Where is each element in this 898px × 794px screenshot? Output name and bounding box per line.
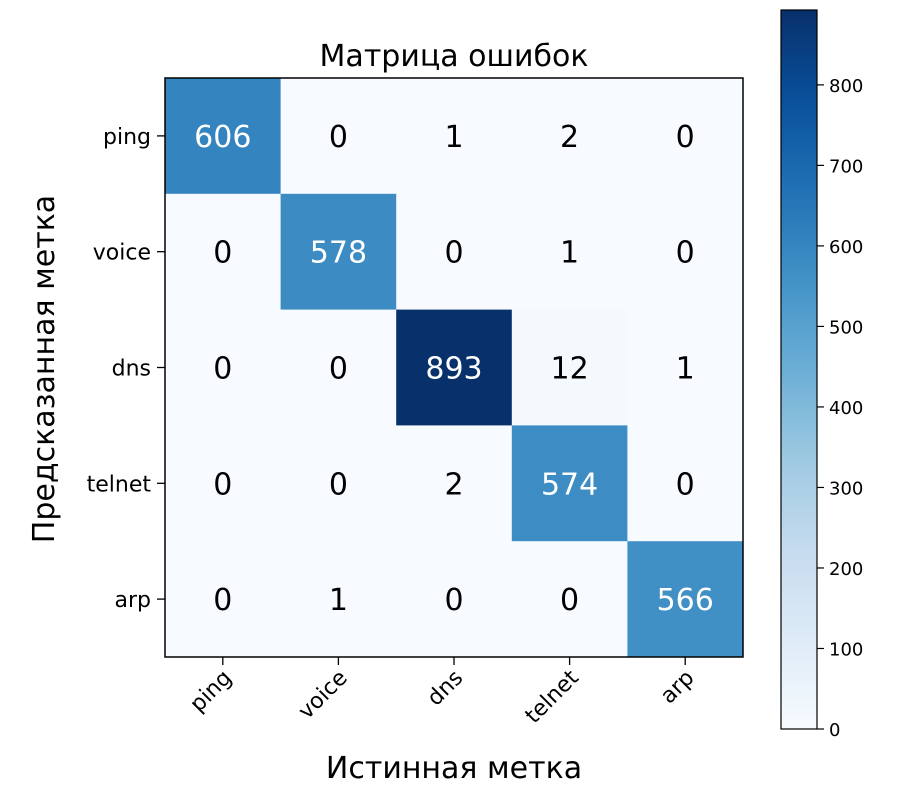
colorbar-tick-label: 0 (829, 720, 840, 741)
cell-value-label: 578 (310, 236, 367, 271)
cell-value-label: 0 (329, 467, 348, 502)
y-axis-ticks: ping voice dns telnet arp (87, 125, 165, 613)
heatmap-cell (165, 541, 282, 658)
heatmap-cell-labels: 606 0 1 2 00 578 0 1 00 0 893 12 10 0 2 574 00 1 0 0 566 (194, 120, 714, 618)
colorbar-tick-label: 300 (829, 478, 863, 499)
colorbar-tick-label: 600 (829, 237, 863, 258)
colorbar-tick-label: 100 (829, 639, 863, 660)
heatmap-cell (396, 541, 513, 658)
colorbar-ticks: 0 100 200 300 400 500 600 700 800 (817, 76, 863, 741)
y-tick-label: voice (93, 241, 151, 266)
cell-value-label: 2 (560, 120, 579, 155)
heatmap-cell (396, 425, 513, 542)
colorbar-tick-label: 200 (829, 559, 863, 580)
chart-title: Матрица ошибок (320, 39, 589, 74)
cell-value-label: 0 (444, 236, 463, 271)
cell-value-label: 12 (551, 352, 589, 387)
y-tick-label: telnet (87, 472, 152, 497)
heatmap-cell (280, 309, 397, 426)
y-tick-label: ping (103, 125, 151, 150)
y-axis-label: Предсказанная метка (27, 195, 62, 543)
heatmap-cell (511, 193, 628, 311)
heatmap-cell (627, 78, 744, 195)
x-tick-label: arp (656, 666, 699, 709)
heatmap-cell (511, 541, 628, 658)
cell-value-label: 1 (676, 352, 695, 387)
cell-value-label: 0 (213, 583, 232, 618)
heatmap-cell (396, 309, 513, 426)
heatmap-cell (627, 425, 744, 542)
heatmap-cell (165, 425, 282, 542)
heatmap-cell (627, 541, 744, 658)
x-axis-ticks: ping voice dns telnet arp (185, 657, 699, 729)
heatmap-cell (511, 309, 628, 426)
colorbar-tick-label: 500 (829, 317, 863, 338)
cell-value-label: 1 (444, 120, 463, 155)
x-axis-label: Истинная метка (326, 751, 582, 786)
x-tick-label: telnet (521, 665, 584, 728)
heatmap-cell (280, 78, 397, 195)
heatmap-cell (627, 193, 744, 311)
cell-value-label: 1 (329, 583, 348, 618)
cell-value-label: 0 (213, 352, 232, 387)
colorbar-tick-label: 400 (829, 398, 863, 419)
y-tick-label: arp (115, 588, 152, 613)
heatmap-cell (165, 309, 282, 426)
heatmap-cells (165, 78, 744, 658)
heatmap-cell (511, 78, 628, 195)
heatmap-cell (511, 425, 628, 542)
cell-value-label: 0 (213, 236, 232, 271)
x-tick-label: ping (185, 666, 237, 718)
cell-value-label: 0 (676, 120, 695, 155)
cell-value-label: 0 (444, 583, 463, 618)
colorbar-tick-label: 700 (829, 156, 863, 177)
heatmap-cell (280, 193, 397, 311)
cell-value-label: 893 (425, 352, 482, 387)
colorbar-tick-label: 800 (829, 76, 863, 97)
x-tick-label: voice (294, 666, 353, 725)
heatmap-cell (396, 193, 513, 311)
heatmap-cell (627, 309, 744, 426)
heatmap-cell (165, 193, 282, 311)
cell-value-label: 0 (676, 467, 695, 502)
y-tick-label: dns (112, 357, 151, 382)
cell-value-label: 574 (541, 467, 598, 502)
cell-value-label: 606 (194, 120, 251, 155)
cell-value-label: 2 (444, 467, 463, 502)
heatmap-cell (165, 78, 282, 195)
cell-value-label: 0 (329, 352, 348, 387)
heatmap-cell (280, 541, 397, 658)
cell-value-label: 0 (329, 120, 348, 155)
cell-value-label: 0 (560, 583, 579, 618)
cell-value-label: 1 (560, 236, 579, 271)
cell-value-label: 566 (657, 583, 714, 618)
cell-value-label: 0 (676, 236, 695, 271)
heatmap-cell (396, 78, 513, 195)
colorbar (780, 9, 818, 730)
heatmap-cell (280, 425, 397, 542)
x-tick-label: dns (423, 666, 469, 712)
cell-value-label: 0 (213, 467, 232, 502)
